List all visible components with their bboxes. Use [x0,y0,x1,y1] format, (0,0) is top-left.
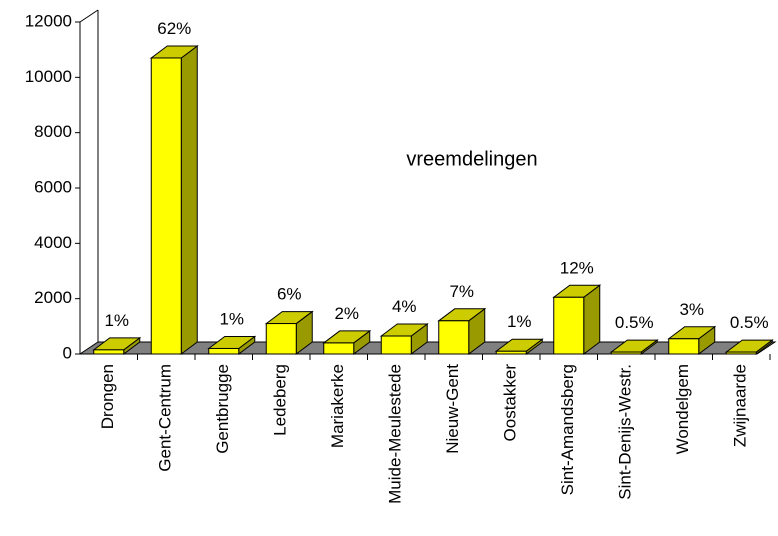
data-label: 62% [157,19,191,38]
x-tick-label: Wondelgem [673,364,692,454]
bar [553,296,585,355]
x-tick-label: Gentbrugge [213,364,232,454]
bar-side [180,44,198,355]
bar [438,320,470,355]
x-tick-label: Sint-Amandsberg [558,364,577,495]
bar [150,57,182,355]
data-label: 0.5% [730,313,769,332]
data-label: 6% [277,285,302,304]
wall-top-edge [79,9,99,23]
y-tick-label: 0 [63,343,72,362]
x-tick-label: Muide-Meulestede [386,364,405,504]
bar [208,347,240,355]
x-tick-label: Oostakker [501,364,520,442]
y-tick-label: 2000 [34,288,72,307]
x-tick-label: Drongen [98,364,117,429]
y-tick-label: 10000 [25,67,72,86]
bar [93,349,125,355]
x-tick-label: Mariakerke [328,364,347,448]
data-label: 1% [219,309,244,328]
x-tick-label: Nieuw-Gent [443,364,462,454]
x-tick-label: Ledeberg [271,364,290,436]
data-label: 7% [449,282,474,301]
x-tick-label: Zwijnaarde [731,364,750,447]
bar [265,323,297,355]
y-tick-label: 4000 [34,233,72,252]
data-label: 1% [104,311,129,330]
bar [380,335,412,355]
data-label: 4% [392,297,417,316]
bar [668,338,700,355]
chart-title: vreemdelingen [406,148,537,170]
y-tick-label: 12000 [25,11,72,30]
y-tick-label: 8000 [34,122,72,141]
data-label: 3% [679,300,704,319]
data-label: 2% [334,304,359,323]
x-tick-label: Gent-Centrum [156,364,175,472]
y-tick-label: 6000 [34,177,72,196]
data-label: 12% [560,258,594,277]
data-label: 0.5% [615,313,654,332]
x-tick-label: Sint-Denijs-Westr. [616,364,635,500]
data-label: 1% [507,312,532,331]
bar [323,342,355,355]
